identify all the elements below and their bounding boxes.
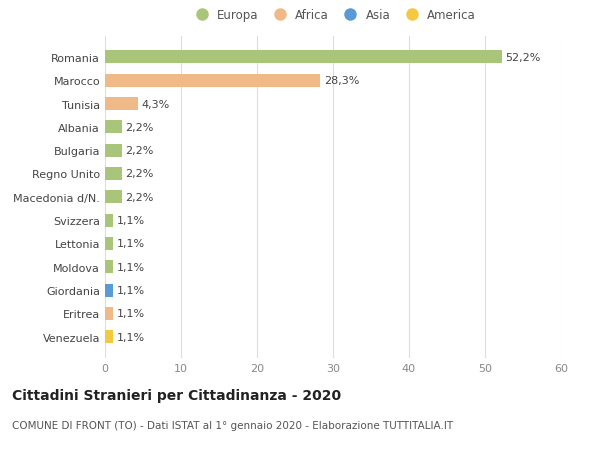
Bar xyxy=(105,237,113,250)
Text: 1,1%: 1,1% xyxy=(117,239,145,249)
Bar xyxy=(105,191,122,204)
Bar xyxy=(105,214,113,227)
Text: 1,1%: 1,1% xyxy=(117,285,145,296)
Bar xyxy=(105,121,122,134)
Text: 28,3%: 28,3% xyxy=(324,76,359,86)
Text: 1,1%: 1,1% xyxy=(117,216,145,226)
Bar xyxy=(105,98,137,111)
Bar xyxy=(105,51,502,64)
Text: 2,2%: 2,2% xyxy=(125,123,154,133)
Text: 4,3%: 4,3% xyxy=(142,99,170,109)
Bar xyxy=(105,75,320,87)
Bar xyxy=(105,308,113,320)
Text: 2,2%: 2,2% xyxy=(125,169,154,179)
Text: 52,2%: 52,2% xyxy=(506,53,541,63)
Text: 1,1%: 1,1% xyxy=(117,262,145,272)
Bar xyxy=(105,168,122,180)
Text: 2,2%: 2,2% xyxy=(125,146,154,156)
Bar xyxy=(105,330,113,343)
Text: 1,1%: 1,1% xyxy=(117,309,145,319)
Text: Cittadini Stranieri per Cittadinanza - 2020: Cittadini Stranieri per Cittadinanza - 2… xyxy=(12,388,341,402)
Text: 1,1%: 1,1% xyxy=(117,332,145,342)
Legend: Europa, Africa, Asia, America: Europa, Africa, Asia, America xyxy=(188,7,478,24)
Text: 2,2%: 2,2% xyxy=(125,192,154,202)
Bar xyxy=(105,284,113,297)
Bar xyxy=(105,261,113,274)
Text: COMUNE DI FRONT (TO) - Dati ISTAT al 1° gennaio 2020 - Elaborazione TUTTITALIA.I: COMUNE DI FRONT (TO) - Dati ISTAT al 1° … xyxy=(12,420,453,430)
Bar xyxy=(105,145,122,157)
